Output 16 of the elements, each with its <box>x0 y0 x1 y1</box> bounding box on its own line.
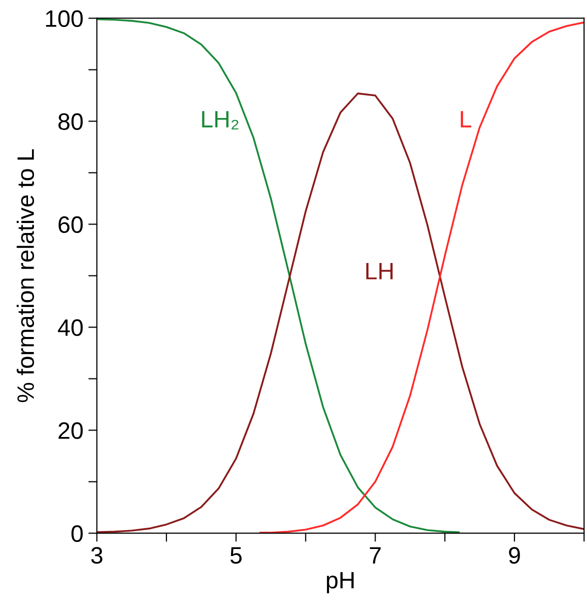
annotation: LH₂ <box>202 111 238 130</box>
y-tick-label: 80 <box>58 113 83 130</box>
line-series <box>260 21 584 534</box>
y-tick-label: 0 <box>71 525 83 542</box>
x-tick-label: 7 <box>370 547 381 564</box>
y-axis-title: % formation relative to L <box>16 149 34 402</box>
annotation: LH <box>366 263 393 280</box>
y-tick-label: 100 <box>46 10 83 28</box>
annotation: L <box>460 111 472 128</box>
x-tick-label: 5 <box>230 547 242 564</box>
x-tick-label: 9 <box>509 547 520 564</box>
y-tick-label: 40 <box>58 319 83 336</box>
x-axis-title: pH <box>326 572 354 594</box>
y-tick-label: 60 <box>58 216 83 234</box>
y-tick-label: 20 <box>58 422 83 440</box>
x-tick-label: 3 <box>91 547 102 564</box>
